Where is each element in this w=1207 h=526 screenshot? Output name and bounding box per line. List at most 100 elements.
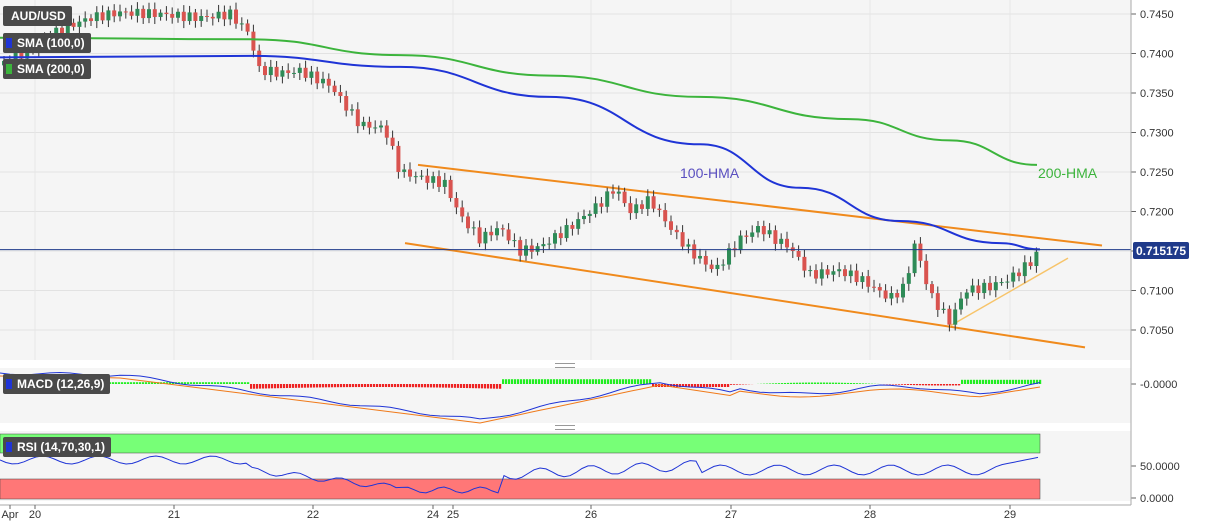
y-tick-label: 0.7300 bbox=[1140, 128, 1174, 140]
macd-bar bbox=[403, 384, 406, 388]
macd-bar bbox=[292, 384, 295, 388]
candle-body bbox=[1034, 251, 1039, 267]
macd-bar bbox=[646, 379, 649, 384]
macd-bar bbox=[640, 379, 643, 384]
candle-body bbox=[883, 290, 888, 299]
candle-body bbox=[1028, 262, 1033, 267]
macd-bar bbox=[613, 379, 616, 384]
macd-bar bbox=[325, 384, 328, 388]
candle-body bbox=[454, 198, 459, 208]
macd-bar bbox=[1027, 379, 1030, 384]
macd-bar bbox=[1030, 379, 1033, 384]
candle-body bbox=[541, 244, 546, 247]
x-tick-label: 28 bbox=[864, 509, 876, 521]
panel-splitter-macd[interactable] bbox=[555, 363, 575, 368]
macd-bar bbox=[1039, 379, 1042, 384]
macd-bar bbox=[541, 379, 544, 384]
macd-bar bbox=[778, 383, 781, 384]
macd-bar bbox=[685, 384, 688, 387]
candle-body bbox=[680, 232, 685, 247]
candle-body bbox=[947, 308, 952, 325]
macd-bar bbox=[313, 384, 316, 388]
macd-signal-line bbox=[0, 375, 1041, 424]
candle-body bbox=[361, 121, 366, 127]
macd-bar bbox=[409, 384, 412, 388]
macd-bar bbox=[262, 384, 265, 389]
macd-bar bbox=[574, 379, 577, 384]
macd-bar bbox=[703, 384, 706, 387]
macd-bar bbox=[580, 379, 583, 384]
macd-bar bbox=[208, 382, 211, 384]
rsi-legend[interactable]: RSI (14,70,30,1) bbox=[3, 437, 112, 457]
candle-body bbox=[19, 52, 24, 59]
candle-body bbox=[263, 66, 267, 76]
candle-body bbox=[524, 245, 528, 256]
macd-bar bbox=[289, 384, 292, 388]
macd-bar bbox=[913, 384, 916, 386]
candle-body bbox=[872, 286, 876, 288]
macd-bar bbox=[355, 384, 358, 388]
macd-bar bbox=[991, 379, 994, 384]
macd-bar bbox=[550, 379, 553, 384]
macd-bar bbox=[712, 384, 715, 387]
macd-bar bbox=[922, 384, 925, 386]
candle-body bbox=[622, 191, 627, 204]
macd-bar bbox=[538, 379, 541, 384]
macd-bar bbox=[412, 384, 415, 388]
candle-body bbox=[419, 175, 424, 177]
macd-bar bbox=[721, 384, 724, 387]
macd-bar bbox=[244, 382, 247, 384]
macd-bar bbox=[145, 382, 148, 384]
candle-body bbox=[866, 276, 871, 287]
candle-body bbox=[924, 260, 929, 285]
candle-body bbox=[164, 12, 169, 14]
candle-body bbox=[767, 230, 772, 235]
macd-bar bbox=[253, 384, 256, 389]
macd-bar bbox=[277, 384, 280, 389]
macd-legend[interactable]: MACD (12,26,9) bbox=[3, 374, 111, 394]
macd-bar bbox=[415, 384, 418, 388]
macd-bar bbox=[898, 384, 901, 385]
candle-body bbox=[645, 196, 650, 209]
macd-bar bbox=[205, 382, 208, 384]
macd-bar bbox=[958, 384, 961, 386]
candle-body bbox=[587, 213, 592, 216]
macd-bar bbox=[790, 382, 793, 384]
macd-bar bbox=[862, 383, 865, 384]
main-panel-bg bbox=[0, 0, 1131, 360]
candle-body bbox=[930, 284, 934, 294]
macd-bar bbox=[184, 382, 187, 384]
macd-bar bbox=[928, 384, 931, 386]
candle-body bbox=[390, 137, 395, 146]
sma100-legend[interactable]: SMA (100,0) bbox=[3, 33, 91, 53]
macd-bar bbox=[1003, 379, 1006, 384]
candle-body bbox=[431, 176, 436, 183]
panel-splitter-rsi[interactable] bbox=[555, 425, 575, 430]
macd-bar bbox=[964, 379, 967, 384]
candle-body bbox=[332, 85, 337, 93]
candle-body bbox=[176, 11, 180, 18]
candle-body bbox=[901, 283, 905, 298]
macd-bar bbox=[529, 379, 532, 384]
candle-body bbox=[303, 67, 308, 78]
macd-bar bbox=[193, 382, 196, 384]
candle-body bbox=[500, 228, 505, 230]
macd-bar bbox=[643, 379, 646, 384]
candle-body bbox=[819, 269, 824, 279]
macd-bar bbox=[217, 382, 220, 384]
candle-body bbox=[959, 298, 963, 310]
macd-bar bbox=[172, 382, 175, 384]
candle-body bbox=[825, 269, 830, 275]
sma200-legend[interactable]: SMA (200,0) bbox=[3, 59, 91, 79]
macd-bar bbox=[850, 382, 853, 384]
candle-body bbox=[408, 169, 412, 177]
y-tick-label: 0.7250 bbox=[1140, 167, 1174, 179]
macd-bar bbox=[229, 382, 232, 384]
macd-bar bbox=[247, 382, 250, 384]
candle-body bbox=[970, 285, 975, 293]
candle-body bbox=[373, 127, 378, 129]
macd-bar bbox=[901, 384, 904, 385]
candle-body bbox=[77, 21, 82, 27]
candle-body bbox=[280, 70, 285, 77]
candle-body bbox=[1011, 272, 1016, 282]
